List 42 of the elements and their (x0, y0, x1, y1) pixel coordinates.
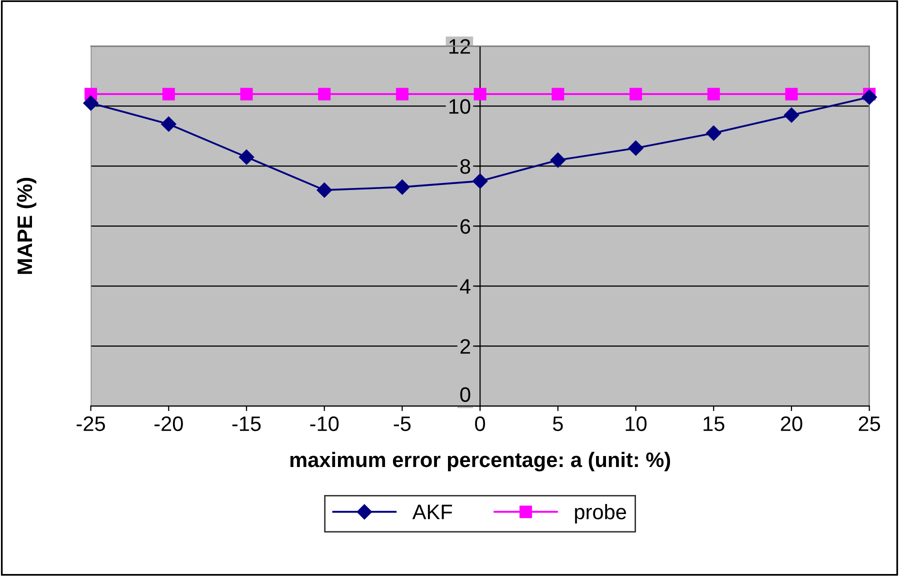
x-tick-label: 15 (704, 416, 724, 432)
x-tick-label: -25 (76, 416, 105, 432)
y-tick-label: 10 (449, 99, 470, 114)
point (240, 88, 253, 100)
legend-label: AKF (412, 504, 452, 520)
point (161, 116, 176, 132)
x-tick-label: -10 (310, 416, 339, 432)
point (472, 174, 488, 189)
point (628, 140, 644, 156)
point (396, 88, 408, 100)
point (394, 180, 410, 195)
point (162, 88, 175, 100)
point (550, 152, 566, 168)
x-tick-label: 5 (552, 416, 563, 432)
point (552, 88, 564, 100)
y-tick-label: 2 (460, 339, 470, 354)
point (706, 126, 722, 141)
y-tick-label: 4 (460, 279, 470, 294)
y-tick-label: 8 (460, 159, 470, 174)
y-tick-label: 0 (460, 387, 470, 402)
point (83, 96, 98, 111)
x-tick-label: 0 (475, 416, 486, 432)
point (238, 150, 254, 165)
point (785, 88, 798, 100)
point (474, 88, 486, 100)
point (862, 90, 877, 105)
legend-label: probe (575, 504, 626, 524)
x-tick-label: -20 (154, 416, 183, 432)
x-tick-label: 25 (858, 416, 880, 432)
x-tick-label: 10 (626, 416, 647, 432)
y-axis-title: MAPE (%) (16, 178, 36, 274)
x-axis-title: maximum error percentage: a (unit: %) (290, 452, 670, 472)
x-tick-label: 20 (780, 416, 802, 432)
x-tick-label: -15 (232, 416, 261, 432)
point (318, 88, 331, 100)
y-tick-label: 12 (449, 39, 470, 54)
x-tick-label: -5 (394, 416, 411, 432)
point (316, 182, 332, 198)
point (707, 88, 720, 100)
point (784, 108, 800, 123)
y-tick-label: 6 (460, 219, 470, 234)
point (630, 88, 642, 100)
